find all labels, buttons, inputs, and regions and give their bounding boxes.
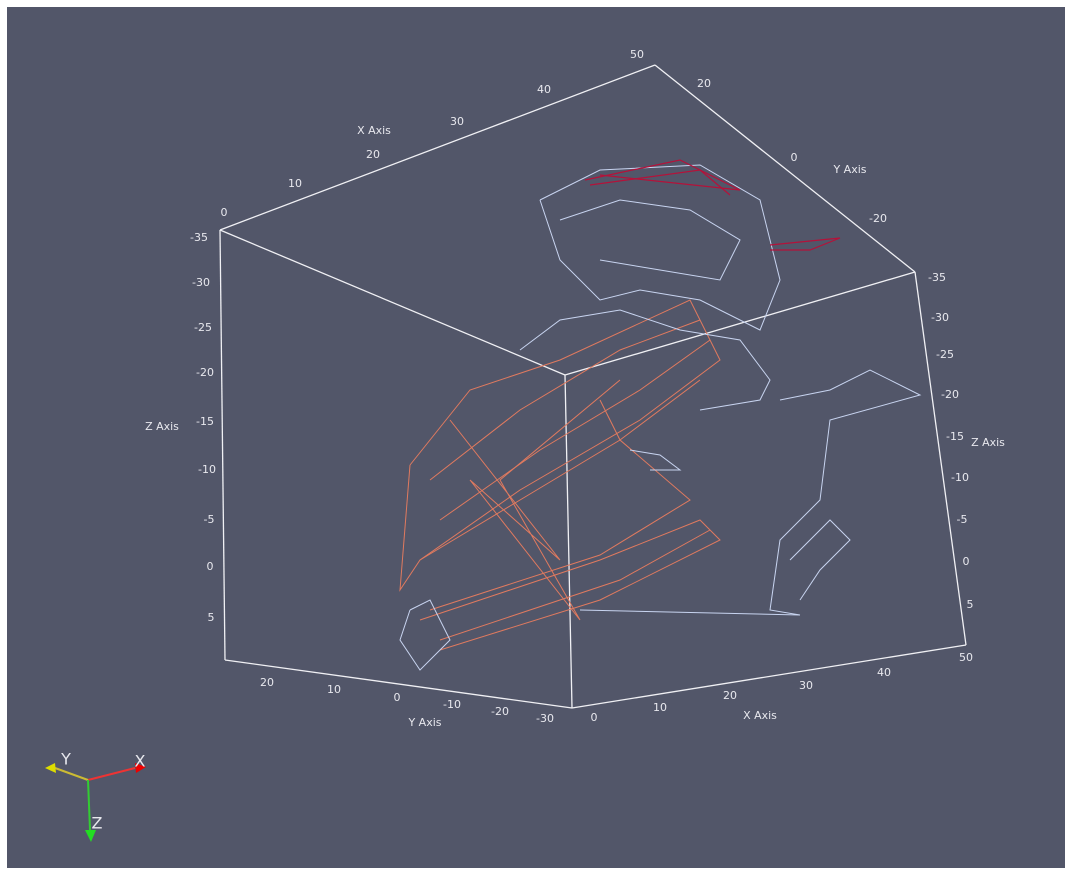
tick-label: 50 — [959, 651, 973, 664]
wireframe-red — [584, 159, 841, 251]
axis-title: Z Axis — [145, 420, 179, 433]
tick-label: -20 — [941, 388, 959, 401]
tick-label: -5 — [957, 513, 968, 526]
tick-label: -30 — [536, 712, 554, 725]
tick-label: 30 — [799, 679, 813, 692]
bounding-box — [219, 64, 967, 709]
tick-label: 0 — [207, 560, 214, 573]
tick-label: -10 — [951, 471, 969, 484]
tick-label: 40 — [877, 666, 891, 679]
orientation-z: Z — [92, 814, 103, 833]
axis-title: Z Axis — [971, 436, 1005, 449]
tick-label: 0 — [221, 206, 228, 219]
tick-label: 40 — [537, 83, 551, 96]
tick-label: 0 — [963, 555, 970, 568]
tick-label: 10 — [327, 683, 341, 696]
tick-label: 30 — [450, 115, 464, 128]
tick-label: 20 — [723, 689, 737, 702]
tick-label: 10 — [653, 701, 667, 714]
tick-label: -25 — [194, 321, 212, 334]
tick-label: 0 — [591, 711, 598, 724]
axis-title: X Axis — [357, 124, 391, 137]
tick-label: 50 — [630, 48, 644, 61]
orientation-axes — [45, 763, 146, 842]
tick-label: -15 — [946, 430, 964, 443]
orientation-x: X — [135, 752, 146, 771]
tick-label: -30 — [192, 276, 210, 289]
tick-label: 5 — [967, 598, 974, 611]
tick-label: -5 — [204, 513, 215, 526]
tick-label: 10 — [288, 177, 302, 190]
tick-label: -25 — [936, 348, 954, 361]
tick-label: 0 — [791, 151, 798, 164]
tick-label: -35 — [190, 231, 208, 244]
tick-label: -30 — [931, 311, 949, 324]
tick-label: -10 — [443, 698, 461, 711]
axis-title: Y Axis — [407, 716, 441, 729]
background — [7, 7, 1065, 868]
axis-title: X Axis — [743, 709, 777, 722]
axis-title: Y Axis — [832, 163, 866, 176]
wireframe-orange — [399, 299, 721, 651]
tick-label: 0 — [394, 691, 401, 704]
tick-label: -20 — [196, 366, 214, 379]
tick-label: 5 — [208, 611, 215, 624]
tick-label: 20 — [260, 676, 274, 689]
tick-label: 20 — [366, 148, 380, 161]
wireframe-blue — [399, 164, 922, 671]
tick-label: -10 — [198, 463, 216, 476]
tick-label: -20 — [869, 212, 887, 225]
orientation-y: Y — [60, 750, 71, 769]
tick-label: -20 — [491, 705, 509, 718]
tick-label: -35 — [928, 271, 946, 284]
tick-label: -15 — [196, 415, 214, 428]
tick-label: 20 — [697, 77, 711, 90]
